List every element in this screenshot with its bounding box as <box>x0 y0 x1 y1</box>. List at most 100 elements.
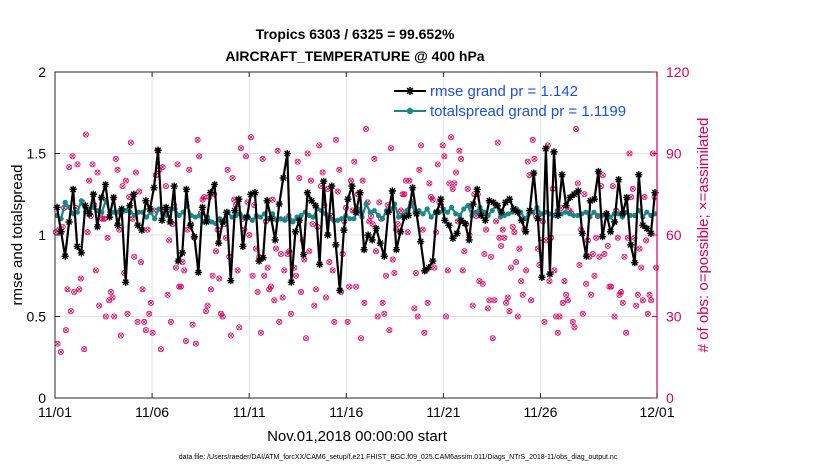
rmse-point <box>336 286 344 295</box>
totalspread-point <box>571 212 577 219</box>
rmse-point <box>368 236 376 244</box>
totalspread-point <box>78 198 85 204</box>
obs-count-point <box>406 177 413 184</box>
obs-count-point <box>69 153 76 160</box>
rmse-point <box>255 257 263 265</box>
rmse-point <box>243 213 251 221</box>
obs-count-point <box>484 305 491 312</box>
obs-count-point <box>271 297 278 304</box>
rmse-point <box>287 278 295 286</box>
obs-count-point <box>319 169 326 176</box>
y-tick-label-left: 1 <box>38 227 46 243</box>
rmse-point <box>590 195 598 203</box>
y-tick-label-left: 0 <box>38 390 46 406</box>
obs-count-point <box>451 180 458 187</box>
obs-count-point <box>86 177 93 184</box>
rmse-point <box>522 228 530 236</box>
rmse-point <box>320 177 328 185</box>
obs-count-point <box>167 318 174 325</box>
obs-count-point <box>257 329 264 336</box>
obs-count-point <box>379 299 386 306</box>
rmse-point <box>396 228 405 236</box>
obs-count-point <box>249 272 256 279</box>
totalspread-point <box>448 204 455 210</box>
rmse-point <box>328 182 336 190</box>
obs-count-point <box>74 161 81 168</box>
rmse-point <box>332 241 340 249</box>
rmse-point <box>259 254 267 262</box>
rmse-point <box>352 208 360 216</box>
y-tick-label-right: 90 <box>666 146 682 162</box>
obs-count-point <box>224 166 231 173</box>
rmse-point <box>275 200 283 208</box>
rmse-point <box>384 208 392 216</box>
totalspread-point <box>278 216 284 222</box>
rmse-point <box>453 229 461 237</box>
obs-count-point <box>516 245 523 252</box>
obs-count-point <box>306 248 313 255</box>
rmse-point <box>283 149 291 158</box>
obs-count-point <box>331 318 338 325</box>
totalspread-point <box>282 217 288 223</box>
rmse-point <box>202 218 211 226</box>
obs-count-point <box>124 310 131 317</box>
obs-count-point <box>411 305 418 312</box>
obs-count-point <box>176 283 183 290</box>
obs-count-point <box>196 153 203 160</box>
obs-count-point <box>583 280 590 287</box>
obs-count-point <box>576 261 583 268</box>
rmse-point <box>425 264 433 272</box>
obs-count-point <box>493 218 500 225</box>
obs-count-point <box>254 289 261 296</box>
obs-count-point <box>132 169 139 176</box>
obs-count-point <box>573 126 580 133</box>
obs-count-point <box>391 270 398 277</box>
obs-count-point <box>541 318 548 325</box>
obs-count-point <box>181 267 188 274</box>
rmse-point <box>146 205 154 213</box>
rmse-point <box>586 197 594 205</box>
obs-count-point <box>137 259 144 266</box>
rmse-point <box>122 278 130 286</box>
rmse-point <box>158 216 166 224</box>
rmse-point <box>65 218 73 226</box>
obs-count-point <box>127 139 134 146</box>
rmse-point <box>376 239 384 247</box>
totalspread-point <box>339 216 345 222</box>
rmse-point <box>174 257 182 265</box>
obs-count-point <box>189 321 196 328</box>
obs-count-point <box>102 313 109 320</box>
totalspread-point <box>424 206 430 212</box>
rmse-point <box>215 239 223 247</box>
obs-count-point <box>122 177 129 184</box>
totalspread-point <box>249 217 255 223</box>
obs-count-point <box>76 286 83 293</box>
totalspread-point <box>489 207 495 214</box>
obs-count-point <box>246 231 253 238</box>
rmse-point <box>429 257 437 265</box>
obs-count-point <box>626 150 633 157</box>
obs-count-point <box>292 272 299 279</box>
obs-count-point <box>216 275 223 282</box>
obs-count-point <box>329 267 336 274</box>
obs-count-point <box>332 136 339 143</box>
obs-count-point <box>302 335 309 342</box>
rmse-point <box>263 197 271 205</box>
obs-count-point <box>443 313 450 320</box>
obs-count-point <box>267 283 274 290</box>
rmse-point <box>271 236 279 244</box>
obs-count-point <box>209 272 216 279</box>
obs-count-point <box>643 237 650 244</box>
obs-count-point <box>71 289 78 296</box>
obs-count-point <box>609 183 616 190</box>
totalspread-point <box>453 211 459 217</box>
totalspread-point <box>363 201 369 207</box>
obs-count-point <box>513 259 520 266</box>
obs-count-point <box>491 297 498 304</box>
rmse-point <box>530 169 538 177</box>
rmse-point <box>635 171 643 179</box>
obs-count-point <box>551 267 558 274</box>
obs-count-point <box>344 318 351 325</box>
obs-count-point <box>227 332 234 339</box>
y-axis-right-label: # of obs: o=possible; ×=assimilated <box>695 118 712 353</box>
